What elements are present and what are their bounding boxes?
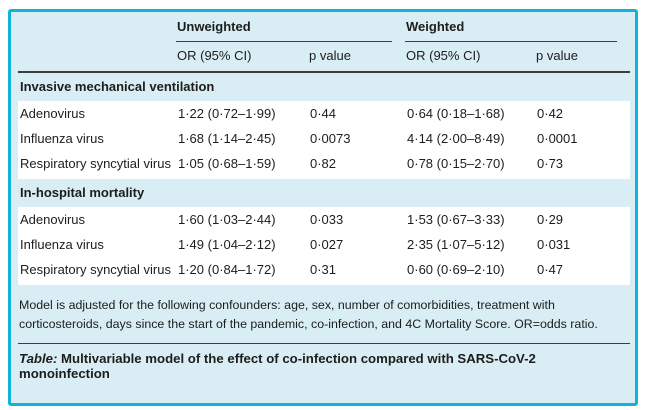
or-value: 1·05 (0·68–1·59) [176,152,308,179]
p-value: 0·027 [308,233,406,258]
group-header-label: Unweighted [176,19,393,42]
row-label: Adenovirus [18,101,176,127]
col-header-or-unweighted: OR (95% CI) [176,42,308,73]
table-row: Influenza virus 1·49 (1·04–2·12) 0·027 2… [18,233,631,258]
table-row: Adenovirus 1·22 (0·72–1·99) 0·44 0·64 (0… [18,101,631,127]
sub-header-row: OR (95% CI) p value OR (95% CI) p value [18,42,631,73]
group-header-unweighted: Unweighted [176,14,405,42]
or-value: 1·49 (1·04–2·12) [176,233,308,258]
row-label: Influenza virus [18,233,176,258]
or-value: 0·78 (0·15–2·70) [405,152,536,179]
group-header-label: Weighted [405,19,618,42]
row-label: Influenza virus [18,127,176,152]
col-header-p-weighted: p value [535,42,631,73]
p-value: 0·0001 [535,127,631,152]
table-panel: Unweighted Weighted OR (95% CI) p value … [8,9,638,406]
p-value: 0·47 [535,258,631,285]
section-header-ventilation: Invasive mechanical ventilation [18,72,630,101]
or-value: 1·53 (0·67–3·33) [405,207,536,233]
p-value: 0·031 [535,233,631,258]
results-table: Unweighted Weighted OR (95% CI) p value … [18,14,631,285]
p-value: 0·033 [308,207,406,233]
row-label: Respiratory syncytial virus [18,258,176,285]
table-row: Respiratory syncytial virus 1·05 (0·68–1… [18,152,631,179]
p-value: 0·29 [535,207,631,233]
table-caption: Table: Multivariable model of the effect… [18,344,630,381]
group-header-weighted: Weighted [405,14,630,42]
p-value: 0·0073 [308,127,406,152]
p-value: 0·31 [308,258,406,285]
or-value: 1·68 (1·14–2·45) [176,127,308,152]
table-row: Respiratory syncytial virus 1·20 (0·84–1… [18,258,631,285]
stub-cell [18,14,176,42]
caption-text: Multivariable model of the effect of co-… [19,351,536,381]
row-label: Respiratory syncytial virus [18,152,176,179]
section-header-mortality: In-hospital mortality [18,179,630,207]
p-value: 0·73 [535,152,631,179]
section-title: In-hospital mortality [20,185,145,200]
stub-cell [18,42,176,73]
col-header-p-unweighted: p value [308,42,406,73]
or-value: 1·60 (1·03–2·44) [176,207,308,233]
table-footnote: Model is adjusted for the following conf… [19,298,598,331]
caption-divider [18,343,630,344]
or-value: 0·64 (0·18–1·68) [405,101,536,127]
row-label: Adenovirus [18,207,176,233]
p-value: 0·42 [535,101,631,127]
column-group-row: Unweighted Weighted [18,14,630,42]
p-value: 0·82 [308,152,406,179]
table-row: Adenovirus 1·60 (1·03–2·44) 0·033 1·53 (… [18,207,631,233]
or-value: 2·35 (1·07–5·12) [405,233,536,258]
p-value: 0·44 [308,101,406,127]
or-value: 4·14 (2·00–8·49) [405,127,536,152]
or-value: 1·20 (0·84–1·72) [176,258,308,285]
or-value: 1·22 (0·72–1·99) [176,101,308,127]
table-row: Influenza virus 1·68 (1·14–2·45) 0·0073 … [18,127,631,152]
caption-prefix: Table: [19,351,58,366]
col-header-or-weighted: OR (95% CI) [405,42,536,73]
section-title: Invasive mechanical ventilation [20,79,215,94]
or-value: 0·60 (0·69–2·10) [405,258,536,285]
